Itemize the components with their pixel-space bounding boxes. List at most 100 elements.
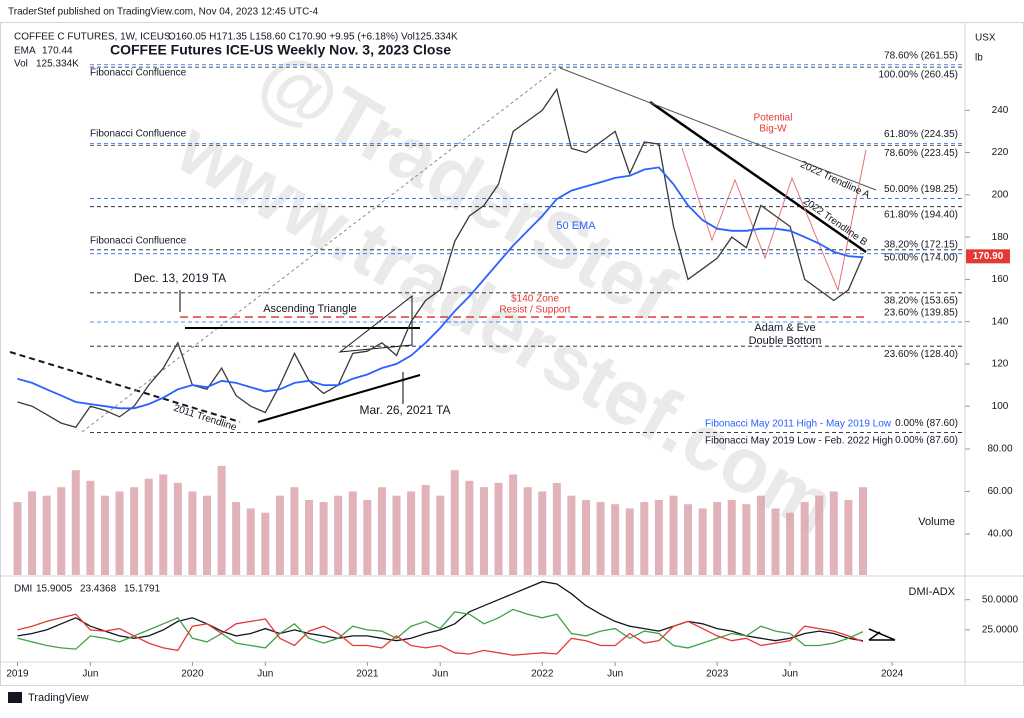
volume-bar <box>567 495 576 575</box>
volume-bar <box>581 499 591 575</box>
y-tick-label: 50.0000 <box>982 594 1019 605</box>
volume-bar <box>290 487 299 575</box>
volume-bar <box>305 499 314 575</box>
x-tick-label: 2023 <box>706 669 729 680</box>
annotation: 50 EMA <box>556 220 596 232</box>
volume-bar <box>625 508 634 575</box>
volume-bar <box>246 508 255 575</box>
volume-bar <box>407 491 416 575</box>
volume-bar <box>771 508 780 575</box>
annotation: Fibonacci May 2011 High - May 2019 Low <box>705 419 892 430</box>
series-line <box>17 580 864 642</box>
volume-bar <box>815 495 824 575</box>
volume-bar <box>552 482 561 575</box>
volume-bar <box>71 470 80 575</box>
volume-bar <box>786 512 795 575</box>
fib-label: 78.60% (261.55) <box>884 50 958 61</box>
pane-label: Volume <box>918 516 955 528</box>
volume-bar <box>275 495 284 575</box>
fib-label: 23.60% (128.40) <box>884 349 958 360</box>
annotation: Adam & Eve <box>754 322 815 334</box>
footer: TradingView <box>28 692 89 704</box>
y-tick-label: 160 <box>992 274 1009 285</box>
x-tick-label: 2022 <box>531 669 554 680</box>
trendline-2011 <box>9 351 241 423</box>
fib-label: 50.00% (198.25) <box>884 184 958 195</box>
volume-bar <box>800 502 809 575</box>
x-tick-label: Jun <box>82 669 98 680</box>
annotation: Resist / Support <box>499 305 570 316</box>
volume-bar <box>479 487 488 575</box>
x-tick-label: 2019 <box>6 669 29 680</box>
fib-label: 0.00% (87.60) <box>895 435 958 446</box>
drawings <box>9 65 896 641</box>
pane-label: DMI-ADX <box>909 586 956 598</box>
big-w-path <box>681 147 867 292</box>
annotation: Ascending Triangle <box>263 303 357 315</box>
volume-bar <box>130 487 139 575</box>
dmi-legend-value: 15.9005 <box>36 584 73 595</box>
y-tick-label: 40.00 <box>987 529 1012 540</box>
fib-label: 100.00% (260.45) <box>878 70 958 81</box>
y-tick-label: 180 <box>992 232 1009 243</box>
volume-bar <box>727 499 736 575</box>
annotation: Big-W <box>759 124 787 135</box>
ema-value: 170.44 <box>42 46 73 57</box>
trendline-a <box>559 67 877 191</box>
volume-bar <box>523 487 532 575</box>
annotation: Fibonacci Confluence <box>90 236 187 247</box>
volume-bar <box>261 512 270 575</box>
volume-bar <box>202 495 212 575</box>
volume-bar <box>363 499 372 575</box>
volume-bar <box>100 495 109 575</box>
ema-legend: EMA <box>14 46 36 57</box>
volume-bar <box>392 495 401 575</box>
x-tick-label: 2021 <box>356 669 379 680</box>
x-tick-label: Jun <box>257 669 273 680</box>
volume-bar <box>596 502 605 575</box>
fib-label: 23.60% (139.85) <box>884 308 958 319</box>
volume-bar <box>611 504 620 575</box>
x-tick-label: 2024 <box>881 669 904 680</box>
volume-bar <box>450 470 459 575</box>
volume-bar <box>654 499 663 575</box>
volume-bar <box>144 478 153 575</box>
volume-bar <box>319 502 328 575</box>
annotation: Potential <box>754 113 793 124</box>
x-tick-label: Jun <box>782 669 798 680</box>
annotation: Double Bottom <box>749 335 822 347</box>
volume-bar <box>538 491 547 575</box>
volume-bar <box>436 495 445 575</box>
vol-legend: Vol <box>14 59 28 70</box>
volume-bar <box>858 487 867 575</box>
volume-bar <box>217 465 226 575</box>
vol-value: 125.334K <box>36 59 79 70</box>
y-tick-label: 80.00 <box>987 444 1012 455</box>
volume-bar <box>173 482 182 575</box>
annotation: Fibonacci Confluence <box>90 68 187 79</box>
y-tick-label: 220 <box>992 147 1009 158</box>
volume-bar <box>348 491 357 575</box>
y-tick-label: 100 <box>992 401 1009 412</box>
volume-bar <box>57 487 66 575</box>
y-tick-label: 120 <box>992 359 1009 370</box>
volume-bar <box>86 480 95 575</box>
pointer <box>868 628 896 641</box>
unit: lb <box>975 53 983 64</box>
volume-bar <box>494 482 503 575</box>
fib-label: 38.20% (153.65) <box>884 295 958 306</box>
series-line <box>17 87 864 429</box>
volume-bar <box>159 474 168 575</box>
fib-label: 61.80% (224.35) <box>884 129 958 140</box>
volume-bar <box>713 502 722 575</box>
triangle-bottom <box>257 374 421 423</box>
fib-label: 78.60% (223.45) <box>884 148 958 159</box>
volume-bar <box>42 495 51 575</box>
x-tick-label: 2020 <box>181 669 204 680</box>
trendline-b <box>649 100 867 254</box>
dmi-legend-value: 23.4368 <box>80 584 117 595</box>
annotation: Mar. 26, 2021 TA <box>360 403 451 417</box>
annotation: $140 Zone <box>511 294 559 305</box>
volume-bar <box>698 508 707 575</box>
